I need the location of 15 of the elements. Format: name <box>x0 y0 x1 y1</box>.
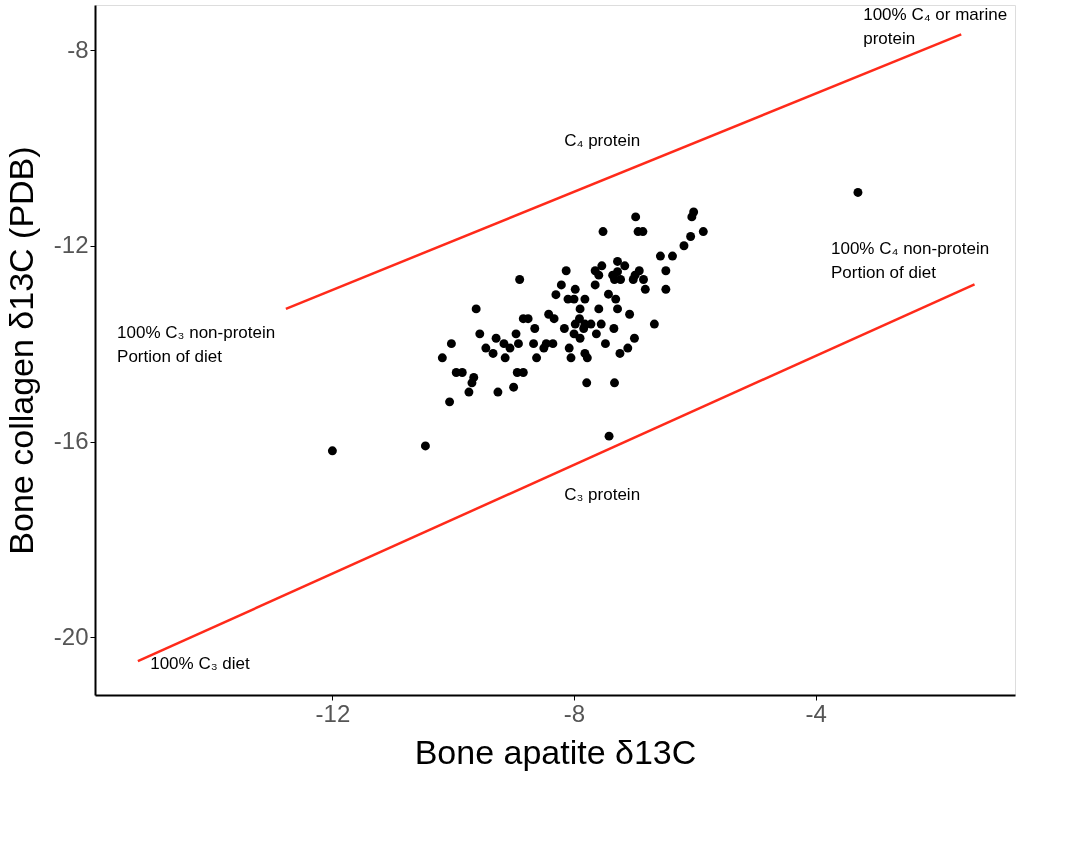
x-axis-title: Bone apatite δ13C <box>414 732 697 771</box>
y-tick-label: -8 <box>67 35 89 63</box>
x-tick-label: -4 <box>805 699 827 727</box>
annotation: C₃ protein <box>564 485 641 504</box>
annotation: 100% C₄ non-protein Portion of diet <box>831 239 990 282</box>
annotation: 100% C₄ or marine protein <box>863 5 1008 48</box>
annotation: 100% C₃ non-protein Portion of diet <box>117 323 276 366</box>
annotation: 100% C₃ diet <box>150 654 251 673</box>
y-tick-label: -20 <box>53 622 89 650</box>
annotation: C₄ protein <box>564 131 641 150</box>
x-tick-label: -12 <box>315 699 351 727</box>
x-tick-label: -8 <box>563 699 586 727</box>
y-tick-label: -12 <box>53 231 89 259</box>
y-tick-label: -16 <box>53 427 89 455</box>
y-axis-title: Bone collagen δ13C (PDB) <box>1 146 40 555</box>
